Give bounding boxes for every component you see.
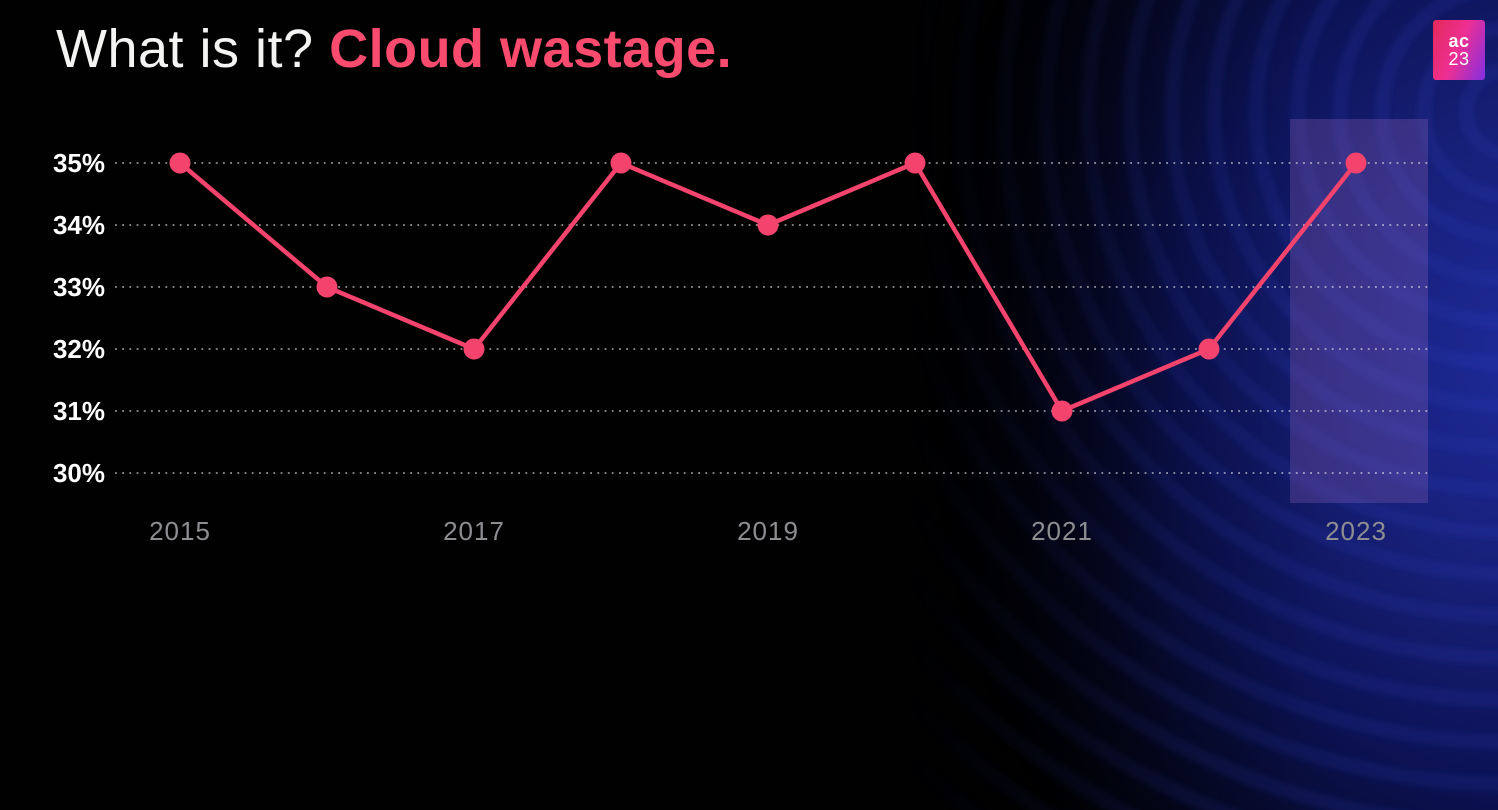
wave-ripple <box>1164 0 1498 456</box>
wave-ripple <box>1122 0 1498 498</box>
data-point <box>1198 338 1220 360</box>
wave-ripple <box>1290 0 1498 330</box>
x-axis-tick-label: 2021 <box>1031 516 1093 546</box>
x-axis-tick-label: 2015 <box>149 516 211 546</box>
data-point <box>610 152 632 174</box>
y-axis-tick-label: 30% <box>53 458 105 488</box>
wave-ripple <box>1458 63 1498 161</box>
wave-ripple <box>1080 0 1498 540</box>
x-axis-tick-label: 2023 <box>1325 516 1387 546</box>
y-axis-tick-label: 32% <box>53 334 105 364</box>
wave-ripple <box>1332 0 1498 288</box>
wave-ripple <box>1416 21 1498 203</box>
title-highlight: Cloud wastage. <box>329 19 733 79</box>
logo-text-top: ac <box>1448 30 1470 51</box>
page-title: What is it? Cloud wastage. <box>56 17 732 81</box>
background-wave-panel <box>908 0 1498 810</box>
data-point <box>169 152 191 174</box>
data-point <box>757 214 779 236</box>
x-axis-tick-label: 2017 <box>443 516 505 546</box>
wave-ripple <box>954 0 1498 666</box>
highlight-band <box>1290 119 1428 503</box>
logo-text-bottom: 23 <box>1448 49 1470 69</box>
wave-ripple <box>912 0 1498 708</box>
x-axis-tick-label: 2019 <box>737 516 799 546</box>
wave-ripple <box>1206 0 1498 414</box>
y-axis-tick-label: 34% <box>53 210 105 240</box>
wave-ripple <box>1374 0 1498 246</box>
wave-ripple <box>1248 0 1498 372</box>
title-prefix: What is it? <box>56 19 330 79</box>
data-point <box>1051 400 1073 422</box>
data-point <box>463 338 485 360</box>
y-axis-tick-label: 33% <box>53 272 105 302</box>
conference-logo: ac 23 <box>1433 20 1485 80</box>
data-point <box>1345 152 1367 174</box>
wave-ripple <box>996 0 1498 624</box>
data-point <box>904 152 926 174</box>
waves-icon <box>908 0 1498 810</box>
data-series-line <box>177 160 1359 414</box>
y-axis-tick-label: 35% <box>53 148 105 178</box>
wave-ripple <box>1038 0 1498 582</box>
y-axis-tick-label: 31% <box>53 396 105 426</box>
data-point <box>316 276 338 298</box>
